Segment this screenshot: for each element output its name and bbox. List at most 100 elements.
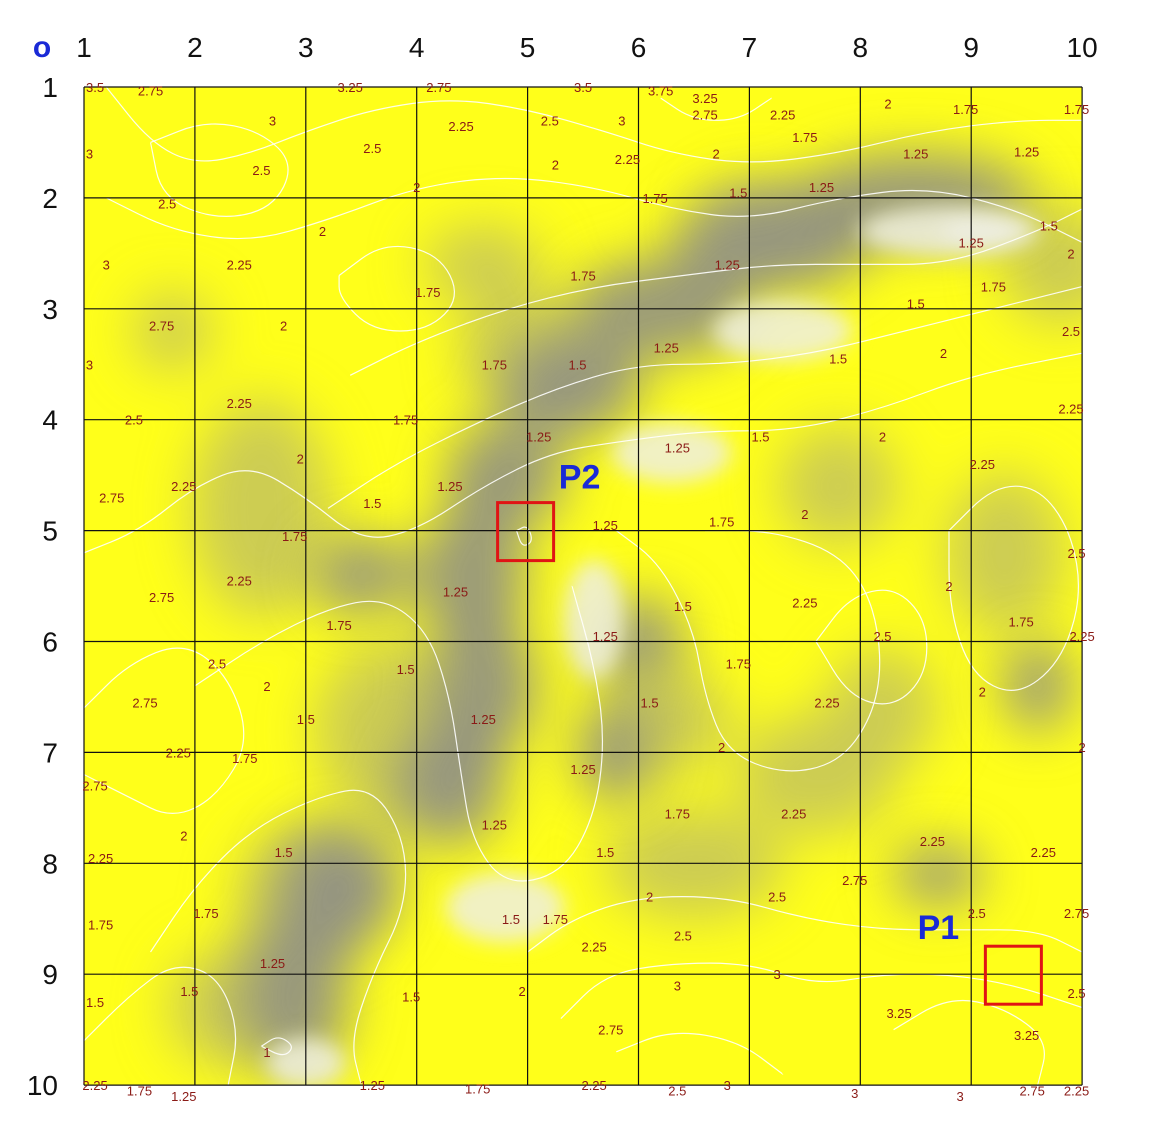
contour-value-label: 2 xyxy=(180,829,187,844)
contour-value-label: 3 xyxy=(851,1086,858,1101)
y-axis-tick-label: 10 xyxy=(27,1070,58,1101)
y-axis-tick-label: 3 xyxy=(42,294,58,325)
contour-value-label: 1 xyxy=(263,1045,270,1060)
contour-value-label: 3.75 xyxy=(648,83,673,98)
contour-value-label: 3 xyxy=(103,257,110,272)
contour-labels: 3.5 2.75 3 3.25 2.75 2.25 2.5 3.5 2.5 3 3.75 3.25 2.… xyxy=(82,80,1094,1104)
contour-value-label: 2.75 xyxy=(82,779,107,794)
contour-value-label: 2.75 xyxy=(132,695,157,710)
contour-value-label: 1.25 xyxy=(570,762,595,777)
contour-value-label: 1.75 xyxy=(482,357,507,372)
contour-value-label: 2 xyxy=(945,579,952,594)
contour-value-label: 3 xyxy=(956,1089,963,1104)
contour-value-label: 1.25 xyxy=(593,518,618,533)
x-axis-tick-label: 9 xyxy=(963,32,979,63)
contour-value-label: 2.25 xyxy=(227,574,252,589)
contour-value-label: 2 xyxy=(879,429,886,444)
contour-value-label: 1.25 xyxy=(593,629,618,644)
x-axis-tick-label: 6 xyxy=(631,32,647,63)
contour-value-label: 2.5 xyxy=(968,906,986,921)
contour-value-label: 2.5 xyxy=(1068,986,1086,1001)
contour-value-label: 2.25 xyxy=(448,119,473,134)
contour-value-label: 1.5 xyxy=(674,599,692,614)
contour-value-label: 2.25 xyxy=(814,695,839,710)
contour-value-label: 2.5 xyxy=(541,113,559,128)
surface-blob-light xyxy=(445,872,566,943)
contour-value-label: 2.5 xyxy=(768,890,786,905)
contour-line xyxy=(815,589,928,705)
marker-box-p2 xyxy=(496,501,556,563)
x-axis-tick-label: 2 xyxy=(187,32,203,63)
contour-value-label: 2.25 xyxy=(970,457,995,472)
contour-value-label: 2.25 xyxy=(166,745,191,760)
contour-value-label: 2.75 xyxy=(99,490,124,505)
contour-value-label: 2.75 xyxy=(1064,906,1089,921)
contour-line xyxy=(84,352,1082,554)
contour-value-label: 2.25 xyxy=(227,257,252,272)
contour-line xyxy=(515,526,532,546)
contour-value-label: 2.5 xyxy=(252,163,270,178)
surface-blob-mid xyxy=(827,648,938,769)
contour-line xyxy=(948,485,1080,691)
grid-lines xyxy=(83,86,1083,1086)
marker-label-p2: P2 xyxy=(559,459,601,497)
marker-label-p1: P1 xyxy=(918,909,960,947)
contour-value-label: 1.25 xyxy=(443,585,468,600)
contour-value-label: 2.75 xyxy=(1020,1084,1045,1099)
contour-value-label: 2.5 xyxy=(363,141,381,156)
y-axis-labels: 1 2 3 4 5 6 7 8 9 10 xyxy=(27,72,58,1101)
surface-blob-light xyxy=(611,422,732,483)
contour-value-label: 1.25 xyxy=(171,1089,196,1104)
contour-value-label: 3 xyxy=(86,357,93,372)
contour-value-label: 1.75 xyxy=(282,529,307,544)
contour-value-label: 2 xyxy=(884,97,891,112)
contour-value-label: 2.25 xyxy=(792,596,817,611)
contour-value-label: 2.75 xyxy=(138,83,163,98)
contour-value-label: 1.5 xyxy=(907,296,925,311)
contour-value-label: 1.5 xyxy=(402,989,420,1004)
contour-value-label: 3.25 xyxy=(1014,1028,1039,1043)
contour-value-label: 2.75 xyxy=(149,590,174,605)
contour-line xyxy=(893,999,1045,1085)
contour-value-label: 2 xyxy=(1078,740,1085,755)
surface-light-tones xyxy=(265,206,1040,1085)
contour-line xyxy=(560,962,1082,1020)
contour-value-label: 2.5 xyxy=(668,1084,686,1099)
contour-value-label: 3 xyxy=(724,1078,731,1093)
contour-value-label: 1.75 xyxy=(465,1081,490,1096)
contour-line xyxy=(615,529,881,772)
shaded-surface xyxy=(84,87,1082,1085)
contour-value-label: 2.25 xyxy=(615,152,640,167)
contour-value-label: 1.75 xyxy=(326,618,351,633)
contour-value-label: 1.25 xyxy=(959,235,984,250)
contour-value-label: 2.25 xyxy=(1069,629,1094,644)
contour-value-label: 1.5 xyxy=(1040,219,1058,234)
y-axis-tick-label: 1 xyxy=(42,72,58,103)
contour-value-label: 3 xyxy=(618,113,625,128)
contour-value-label: 3.25 xyxy=(886,1006,911,1021)
surface-mid-tones xyxy=(132,180,1082,1068)
contour-value-label: 1.25 xyxy=(809,180,834,195)
contour-value-label: 2 xyxy=(413,180,420,195)
contour-value-label: 2.25 xyxy=(171,479,196,494)
surface-blob-light xyxy=(564,559,625,680)
contour-value-label: 1.5 xyxy=(502,912,520,927)
surface-blob-mid xyxy=(191,398,332,619)
contour-line xyxy=(194,585,604,882)
y-axis-tick-label: 7 xyxy=(42,737,58,768)
y-axis-tick-label: 6 xyxy=(42,627,58,658)
contour-value-label: 1.25 xyxy=(903,147,928,162)
contour-value-label: 2.75 xyxy=(149,318,174,333)
surface-blob-low xyxy=(279,825,400,946)
y-axis-tick-label: 9 xyxy=(42,959,58,990)
contour-value-label: 1.5 xyxy=(641,695,659,710)
surface-blob-light xyxy=(712,300,853,361)
contour-value-label: 1.25 xyxy=(1014,144,1039,159)
contour-value-label: 2.5 xyxy=(674,928,692,943)
contour-value-label: 1.75 xyxy=(193,906,218,921)
contour-value-label: 1.5 xyxy=(275,845,293,860)
contour-line xyxy=(527,895,1082,953)
contour-value-label: 2.75 xyxy=(426,80,451,95)
contour-line xyxy=(338,245,456,332)
